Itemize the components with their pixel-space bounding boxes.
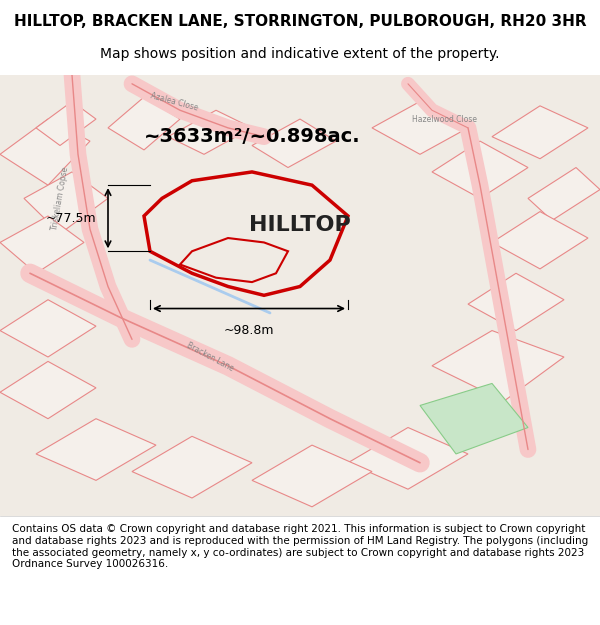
Polygon shape — [492, 106, 588, 159]
Polygon shape — [0, 300, 96, 357]
Polygon shape — [348, 428, 468, 489]
Polygon shape — [168, 110, 252, 154]
Text: Hazelwood Close: Hazelwood Close — [412, 114, 476, 124]
Polygon shape — [372, 101, 468, 154]
Polygon shape — [432, 141, 528, 198]
Text: ~77.5m: ~77.5m — [46, 212, 96, 225]
Polygon shape — [0, 361, 96, 419]
Polygon shape — [420, 384, 528, 454]
Polygon shape — [528, 168, 600, 221]
Polygon shape — [36, 101, 96, 146]
Polygon shape — [492, 212, 588, 269]
Text: Contains OS data © Crown copyright and database right 2021. This information is : Contains OS data © Crown copyright and d… — [12, 524, 588, 569]
Polygon shape — [132, 436, 252, 498]
Polygon shape — [24, 172, 108, 234]
Polygon shape — [432, 331, 564, 401]
Text: Triskeliam Copse: Triskeliam Copse — [50, 166, 70, 231]
Text: ~98.8m: ~98.8m — [224, 324, 274, 337]
Text: HILLTOP, BRACKEN LANE, STORRINGTON, PULBOROUGH, RH20 3HR: HILLTOP, BRACKEN LANE, STORRINGTON, PULB… — [14, 14, 586, 29]
Polygon shape — [0, 119, 90, 185]
Text: HILLTOP: HILLTOP — [249, 215, 351, 235]
Polygon shape — [252, 119, 336, 168]
Text: Azalea Close: Azalea Close — [149, 91, 199, 112]
Polygon shape — [0, 216, 84, 273]
Text: Map shows position and indicative extent of the property.: Map shows position and indicative extent… — [100, 47, 500, 61]
Polygon shape — [36, 419, 156, 481]
Polygon shape — [468, 273, 564, 331]
Polygon shape — [252, 445, 372, 507]
Text: ~3633m²/~0.898ac.: ~3633m²/~0.898ac. — [143, 127, 361, 146]
Text: Bracken Lane: Bracken Lane — [185, 341, 235, 373]
Polygon shape — [108, 97, 180, 150]
